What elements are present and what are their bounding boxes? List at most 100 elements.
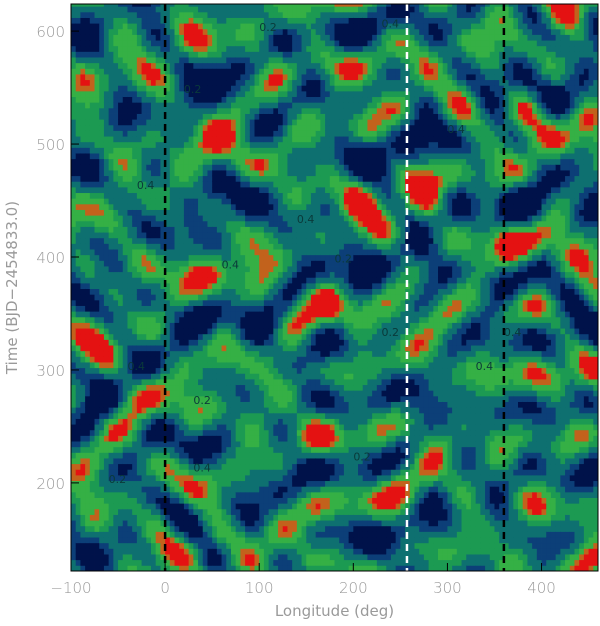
contour-cell — [287, 282, 293, 290]
contour-cell — [80, 452, 86, 459]
contour-cell — [160, 232, 166, 239]
contour-cell — [245, 339, 251, 346]
contour-cell — [85, 203, 91, 210]
contour-cell — [85, 136, 91, 143]
contour-cell — [221, 164, 227, 171]
contour-cell — [127, 390, 133, 397]
contour-cell — [179, 153, 185, 160]
contour-cell — [245, 508, 251, 515]
contour-cell — [183, 311, 190, 318]
contour-cell — [99, 548, 105, 555]
contour-cell — [155, 350, 161, 357]
contour-cell — [245, 215, 251, 222]
contour-cell — [268, 237, 274, 244]
contour-cell — [80, 96, 86, 103]
contour-cell — [226, 333, 232, 340]
contour-cell — [141, 4, 147, 7]
contour-cell — [235, 378, 241, 386]
contour-cell — [122, 57, 128, 64]
contour-cell — [230, 102, 237, 109]
contour-cell — [249, 203, 255, 210]
contour-cell — [273, 215, 279, 222]
contour-cell — [99, 384, 105, 391]
contour-cell — [221, 40, 227, 47]
contour-cell — [155, 232, 161, 239]
contour-cell — [193, 537, 199, 544]
contour-cell — [268, 299, 274, 306]
contour-cell — [226, 45, 232, 52]
contour-cell — [235, 520, 241, 527]
contour-cell — [136, 186, 142, 194]
contour-cell — [268, 525, 274, 532]
contour-cell — [268, 147, 274, 154]
contour-cell — [263, 220, 270, 227]
contour-cell — [282, 299, 288, 306]
contour-cell — [118, 565, 124, 572]
contour-cell — [245, 554, 251, 561]
contour-cell — [249, 390, 255, 397]
contour-cell — [188, 362, 194, 369]
contour-cell — [179, 17, 185, 24]
contour-cell — [198, 226, 204, 233]
contour-cell — [118, 17, 124, 24]
contour-cell — [235, 74, 241, 81]
contour-cell — [259, 107, 265, 114]
contour-cell — [80, 328, 86, 335]
contour-cell — [183, 316, 190, 323]
contour-cell — [141, 435, 147, 442]
contour-cell — [193, 136, 199, 143]
contour-cell — [198, 6, 204, 13]
contour-cell — [179, 40, 185, 47]
contour-cell — [118, 429, 124, 436]
contour-cell — [235, 68, 241, 75]
contour-cell — [146, 243, 152, 250]
contour-cell — [89, 164, 95, 171]
contour-cell — [207, 17, 213, 24]
contour-cell — [212, 407, 218, 414]
contour-cell — [254, 554, 260, 561]
contour-cell — [221, 429, 227, 436]
contour-cell — [80, 469, 86, 476]
contour-cell — [80, 136, 86, 143]
contour-cell — [160, 198, 166, 205]
contour-cell — [122, 429, 128, 436]
contour-cell — [230, 79, 237, 86]
contour-cell — [183, 141, 190, 148]
contour-cell — [179, 463, 185, 470]
contour-cell — [141, 503, 147, 510]
contour-cell — [71, 384, 77, 391]
contour-cell — [155, 565, 161, 572]
contour-cell — [287, 328, 293, 335]
contour-cell — [179, 299, 185, 306]
contour-cell — [226, 237, 232, 244]
contour-cell — [282, 79, 288, 86]
contour-cell — [160, 51, 166, 58]
contour-cell — [103, 378, 110, 386]
contour-cell — [216, 418, 222, 425]
contour-cell — [268, 181, 274, 188]
contour-cell — [141, 96, 147, 103]
contour-cell — [160, 203, 166, 210]
contour-cell — [263, 102, 270, 109]
contour-cell — [263, 407, 270, 414]
contour-cell — [183, 79, 190, 86]
contour-cell — [198, 34, 204, 41]
contour-cell — [183, 559, 190, 566]
contour-cell — [165, 254, 171, 261]
contour-cell — [118, 328, 124, 335]
contour-cell — [278, 418, 284, 425]
contour-cell — [127, 458, 133, 465]
contour-cell — [122, 85, 128, 92]
contour-cell — [80, 424, 86, 431]
contour-cell — [179, 491, 185, 498]
contour-cell — [296, 520, 302, 527]
contour-cell — [207, 243, 213, 250]
contour-cell — [207, 130, 213, 137]
contour-cell — [259, 469, 265, 476]
contour-cell — [146, 452, 152, 459]
contour-cell — [216, 407, 222, 414]
contour-cell — [278, 249, 284, 256]
contour-cell — [99, 74, 105, 81]
contour-cell — [287, 418, 293, 425]
contour-cell — [179, 486, 185, 493]
